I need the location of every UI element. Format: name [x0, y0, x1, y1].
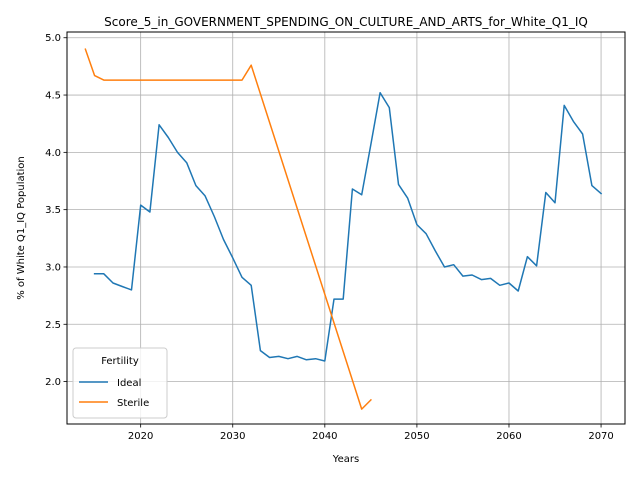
y-tick-label: 4.5: [45, 91, 61, 102]
x-axis: 2020 2030 2040 2050 2060 2070: [128, 424, 614, 442]
y-tick-label: 3.0: [45, 262, 61, 273]
legend-label-sterile: Sterile: [117, 398, 149, 409]
x-tick-label: 2070: [588, 431, 613, 442]
x-tick-label: 2060: [496, 431, 521, 442]
y-axis: 2.0 2.5 3.0 3.5 4.0 4.5 5.0: [45, 33, 67, 388]
x-tick-label: 2040: [312, 431, 337, 442]
y-tick-label: 2.0: [45, 377, 61, 388]
x-tick-label: 2050: [404, 431, 429, 442]
x-tick-label: 2020: [128, 431, 153, 442]
legend: Fertility Ideal Sterile: [72, 347, 168, 419]
chart-title: Score_5_in_GOVERNMENT_SPENDING_ON_CULTUR…: [104, 15, 588, 29]
y-tick-label: 3.5: [45, 205, 61, 216]
series-layer: [84, 48, 603, 410]
grid: [67, 32, 625, 424]
y-tick-label: 2.5: [45, 320, 61, 331]
y-tick-label: 4.0: [45, 148, 61, 159]
y-axis-label: % of White Q1_IQ Population: [16, 156, 27, 300]
series-line-sterile: [84, 48, 372, 410]
legend-title: Fertility: [101, 356, 139, 367]
y-tick-label: 5.0: [45, 33, 61, 44]
series-line-ideal: [93, 91, 603, 362]
legend-box: [72, 347, 168, 419]
x-tick-label: 2030: [220, 431, 245, 442]
legend-label-ideal: Ideal: [117, 378, 141, 389]
x-axis-label: Years: [332, 454, 359, 465]
plot-frame: [66, 31, 626, 425]
